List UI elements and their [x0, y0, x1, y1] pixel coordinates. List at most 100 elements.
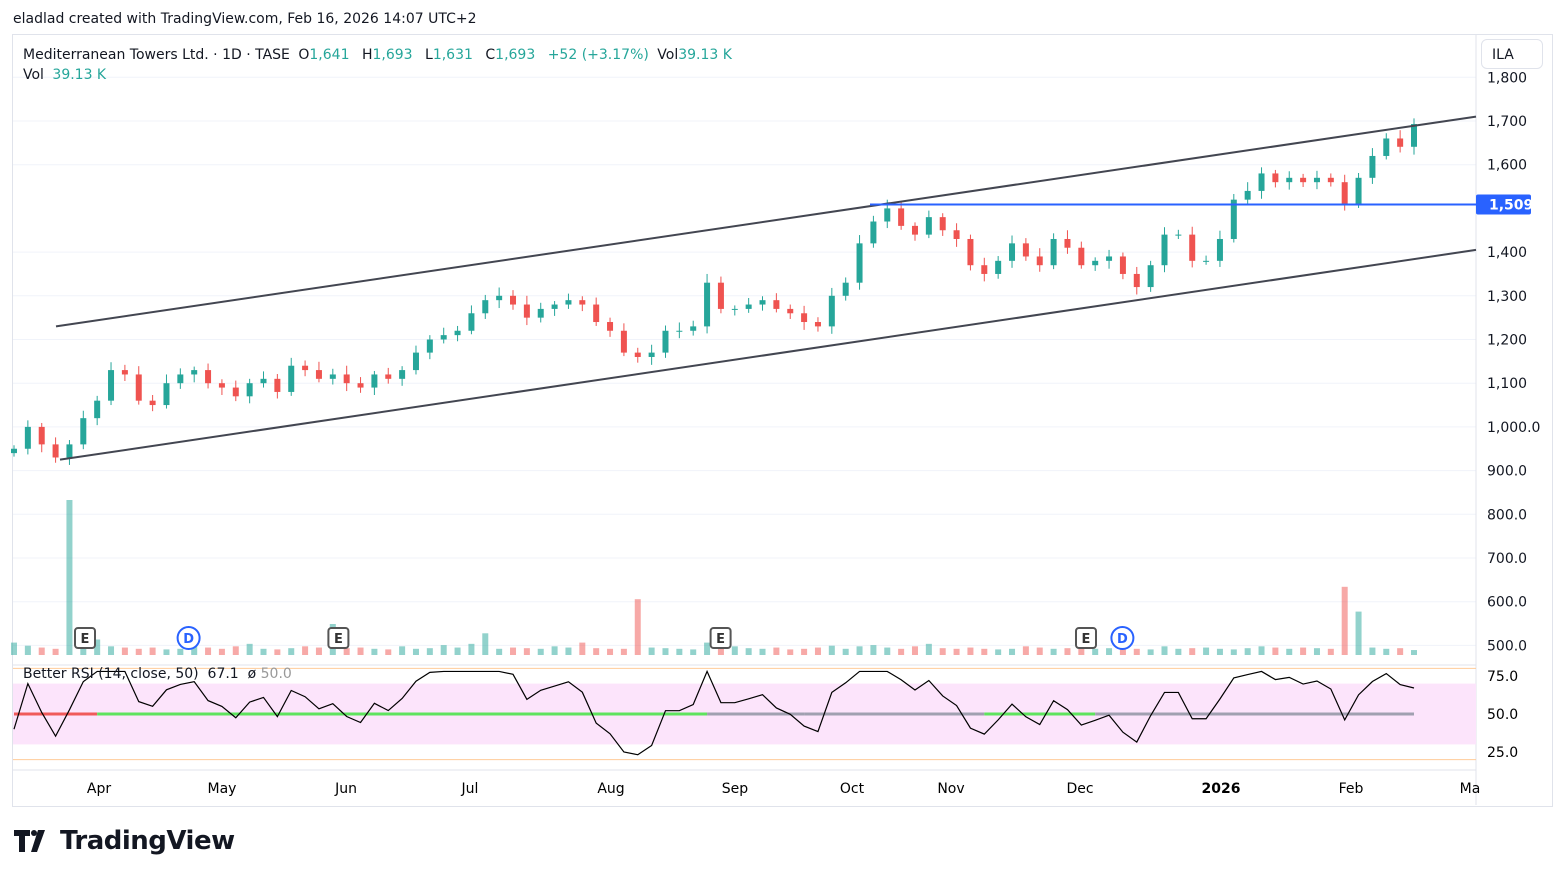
- price-tick: 1,800: [1487, 70, 1527, 86]
- dividend-marker: [1110, 626, 1135, 650]
- candle-body: [1147, 265, 1154, 288]
- rsi-title[interactable]: Better RSI (14, close, 50): [23, 666, 199, 682]
- volume-bar: [496, 648, 503, 655]
- candle-body: [121, 370, 128, 375]
- rsi-mid-value: 50.0: [260, 666, 292, 682]
- volume-bar: [66, 500, 73, 655]
- volume-bar: [38, 647, 45, 655]
- candle-body: [1230, 199, 1237, 239]
- close-label: C: [485, 47, 496, 63]
- volume-bar: [52, 648, 59, 655]
- volume-bar: [814, 647, 821, 655]
- volume-bar: [731, 646, 738, 655]
- volume-bar: [482, 633, 489, 655]
- candle-body: [773, 300, 780, 309]
- candle-body: [1133, 273, 1140, 288]
- volume-bar: [1161, 646, 1168, 655]
- volume-bar: [773, 647, 780, 655]
- volume-bar: [704, 642, 711, 655]
- volume-bar: [523, 648, 530, 655]
- volume-bar: [232, 646, 239, 655]
- rsi-avg-symbol: ø: [247, 666, 257, 682]
- candle-body: [288, 365, 295, 392]
- candle-body: [1064, 238, 1071, 248]
- volume-bar: [1078, 643, 1085, 655]
- candle-body: [898, 208, 905, 226]
- price-tick: 900.0: [1487, 464, 1527, 480]
- candle-body: [1203, 260, 1210, 262]
- candle-body: [399, 370, 406, 379]
- time-tick: Sep: [722, 781, 749, 797]
- candle-body: [1022, 243, 1029, 257]
- volume-indicator-label[interactable]: Vol: [23, 67, 44, 83]
- candle-body: [1244, 190, 1251, 200]
- candle-body: [551, 304, 558, 309]
- volume-bar: [662, 648, 669, 655]
- candle-body: [925, 217, 932, 235]
- volume-bar: [911, 646, 918, 655]
- candle-body: [704, 282, 711, 327]
- volume-bar: [925, 643, 932, 655]
- currency-button[interactable]: ILA: [1481, 39, 1543, 69]
- volume-bar: [537, 648, 544, 655]
- volume-bar: [1189, 648, 1196, 655]
- candle-body: [343, 374, 350, 384]
- tradingview-logo[interactable]: TradingView: [14, 826, 235, 856]
- candle-body: [1106, 256, 1113, 261]
- candle-body: [329, 374, 336, 379]
- candle-body: [1119, 256, 1126, 274]
- candle-body: [1009, 243, 1016, 261]
- volume-bar: [135, 648, 142, 655]
- volume-bar: [371, 648, 378, 655]
- time-tick: Aug: [597, 781, 624, 797]
- candle-body: [1286, 177, 1293, 183]
- candle-body: [1327, 177, 1334, 183]
- time-tick: Jul: [461, 781, 479, 797]
- candle-body: [1369, 155, 1376, 178]
- volume-bar: [468, 643, 475, 655]
- candle-body: [440, 335, 447, 340]
- volume-bar: [510, 647, 517, 655]
- open-label: O: [298, 47, 310, 63]
- candle-body: [1175, 234, 1182, 236]
- volume-bar: [1369, 647, 1376, 655]
- volume-bar: [454, 647, 461, 655]
- rsi-value: 67.1: [207, 666, 239, 682]
- candle-body: [108, 370, 115, 401]
- candle-body: [426, 339, 433, 353]
- volume-bar: [759, 648, 766, 655]
- volume-bar: [579, 642, 586, 655]
- candle-body: [676, 330, 683, 332]
- volume-bar: [205, 647, 212, 655]
- earnings-marker: [709, 627, 732, 649]
- change-value: +52 (+3.17%): [547, 47, 649, 63]
- volume-bar: [149, 647, 156, 655]
- volume-bar: [11, 642, 17, 655]
- rsi-tick: 75.0: [1487, 669, 1518, 685]
- candle-body: [135, 374, 142, 401]
- volume-bar: [1092, 648, 1099, 655]
- candle-body: [24, 426, 31, 449]
- candle-body: [634, 352, 641, 357]
- dividend-label: D: [1117, 632, 1128, 647]
- volume-bar: [218, 648, 225, 655]
- current-price-label: 1,509: [1489, 197, 1533, 213]
- candle-body: [953, 230, 960, 239]
- candle-body: [523, 304, 530, 318]
- volume-bar: [1050, 648, 1057, 655]
- price-tick: 1,600: [1487, 158, 1527, 174]
- candle-body: [94, 400, 101, 419]
- volume-bar: [246, 643, 253, 655]
- volume-bar: [1119, 647, 1126, 655]
- volume-bar: [177, 648, 184, 655]
- price-tick: 800.0: [1487, 507, 1527, 523]
- high-value: 1,693: [372, 47, 413, 63]
- volume-bar: [1286, 648, 1293, 655]
- candle-body: [510, 295, 517, 305]
- candle-body: [870, 221, 877, 244]
- candle-body: [731, 308, 738, 310]
- time-tick: Feb: [1339, 781, 1364, 797]
- earnings-marker: [327, 627, 350, 649]
- symbol-title[interactable]: Mediterranean Towers Ltd. · 1D · TASE: [23, 47, 290, 63]
